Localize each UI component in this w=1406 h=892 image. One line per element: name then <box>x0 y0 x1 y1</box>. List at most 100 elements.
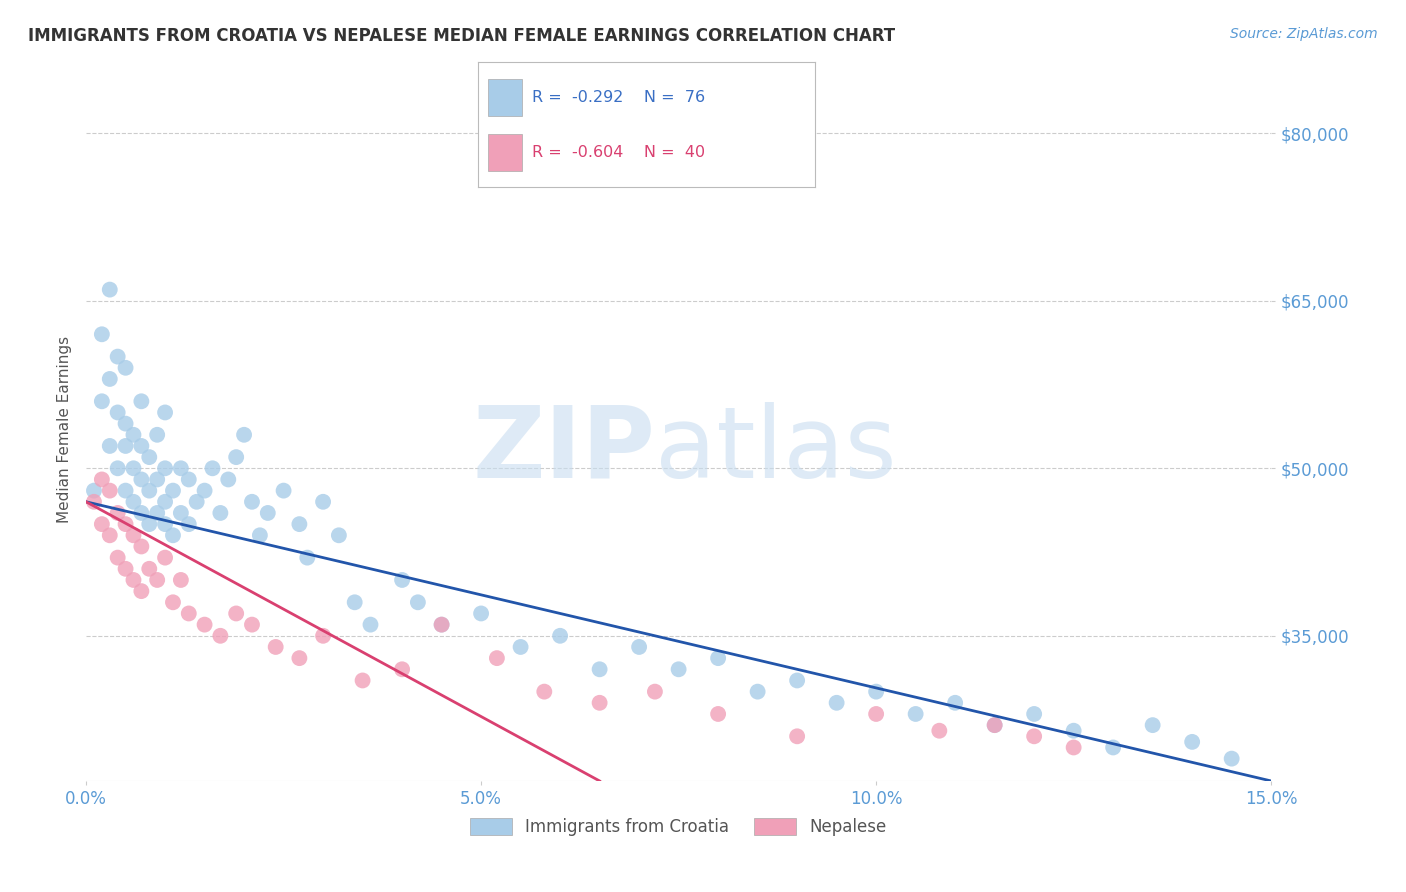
Point <box>98 283 121 297</box>
Point <box>352 673 374 688</box>
Point <box>201 461 224 475</box>
Point <box>107 506 129 520</box>
Point <box>588 696 610 710</box>
Point <box>114 562 136 576</box>
Point <box>1063 740 1085 755</box>
Point <box>131 439 153 453</box>
Point <box>131 540 153 554</box>
Point <box>146 473 169 487</box>
Point <box>865 706 887 721</box>
Point <box>1024 706 1046 721</box>
Point <box>264 640 287 654</box>
Point <box>217 473 239 487</box>
Point <box>98 483 121 498</box>
Text: R =  -0.292    N =  76: R = -0.292 N = 76 <box>531 90 706 105</box>
Point <box>360 617 382 632</box>
Point <box>107 350 129 364</box>
Point <box>153 461 176 475</box>
Point <box>146 427 169 442</box>
Point <box>485 651 508 665</box>
Point <box>430 617 453 632</box>
Point <box>943 696 966 710</box>
Point <box>107 461 129 475</box>
FancyBboxPatch shape <box>488 134 522 171</box>
Point <box>90 473 112 487</box>
Point <box>122 495 145 509</box>
Point <box>1220 751 1243 765</box>
Point <box>114 439 136 453</box>
Text: R =  -0.604    N =  40: R = -0.604 N = 40 <box>531 145 706 160</box>
Point <box>98 439 121 453</box>
Point <box>107 550 129 565</box>
Point <box>470 607 492 621</box>
Point <box>865 684 887 698</box>
Point <box>406 595 429 609</box>
Point <box>509 640 531 654</box>
Point <box>928 723 950 738</box>
Text: atlas: atlas <box>655 401 897 499</box>
Point <box>90 517 112 532</box>
Point <box>131 584 153 599</box>
Point <box>122 461 145 475</box>
Point <box>162 595 184 609</box>
Point <box>312 495 335 509</box>
Point <box>786 673 808 688</box>
Point <box>146 506 169 520</box>
Point <box>391 573 413 587</box>
Point <box>114 517 136 532</box>
Point <box>98 528 121 542</box>
Point <box>153 495 176 509</box>
Point <box>194 617 217 632</box>
Point <box>825 696 848 710</box>
Point <box>90 394 112 409</box>
Point <box>786 729 808 743</box>
Text: Source: ZipAtlas.com: Source: ZipAtlas.com <box>1230 27 1378 41</box>
Point <box>328 528 350 542</box>
Point <box>114 417 136 431</box>
Point <box>288 651 311 665</box>
Point <box>177 607 200 621</box>
Point <box>122 573 145 587</box>
Point <box>1181 735 1204 749</box>
Point <box>628 640 651 654</box>
Point <box>170 506 193 520</box>
Text: ZIP: ZIP <box>472 401 655 499</box>
Point <box>114 483 136 498</box>
Point <box>170 461 193 475</box>
Point <box>256 506 278 520</box>
Point <box>1142 718 1164 732</box>
Point <box>391 662 413 676</box>
Point <box>131 394 153 409</box>
Point <box>240 495 263 509</box>
Point <box>707 651 730 665</box>
Point <box>162 528 184 542</box>
Point <box>343 595 366 609</box>
Point <box>162 483 184 498</box>
Y-axis label: Median Female Earnings: Median Female Earnings <box>58 335 72 523</box>
Point <box>233 427 256 442</box>
Point <box>297 550 319 565</box>
Point <box>146 573 169 587</box>
Point <box>249 528 271 542</box>
Point <box>83 483 105 498</box>
Point <box>983 718 1005 732</box>
Point <box>644 684 666 698</box>
Point <box>209 506 232 520</box>
Point <box>138 450 160 464</box>
Point <box>747 684 769 698</box>
Legend: Immigrants from Croatia, Nepalese: Immigrants from Croatia, Nepalese <box>464 812 893 843</box>
Point <box>707 706 730 721</box>
Point <box>107 405 129 419</box>
Point <box>83 495 105 509</box>
Point <box>138 517 160 532</box>
Point <box>98 372 121 386</box>
Point <box>533 684 555 698</box>
Point <box>138 483 160 498</box>
Point <box>225 607 247 621</box>
Point <box>983 718 1005 732</box>
Text: IMMIGRANTS FROM CROATIA VS NEPALESE MEDIAN FEMALE EARNINGS CORRELATION CHART: IMMIGRANTS FROM CROATIA VS NEPALESE MEDI… <box>28 27 896 45</box>
Point <box>209 629 232 643</box>
Point <box>1063 723 1085 738</box>
Point <box>122 427 145 442</box>
Point <box>122 528 145 542</box>
